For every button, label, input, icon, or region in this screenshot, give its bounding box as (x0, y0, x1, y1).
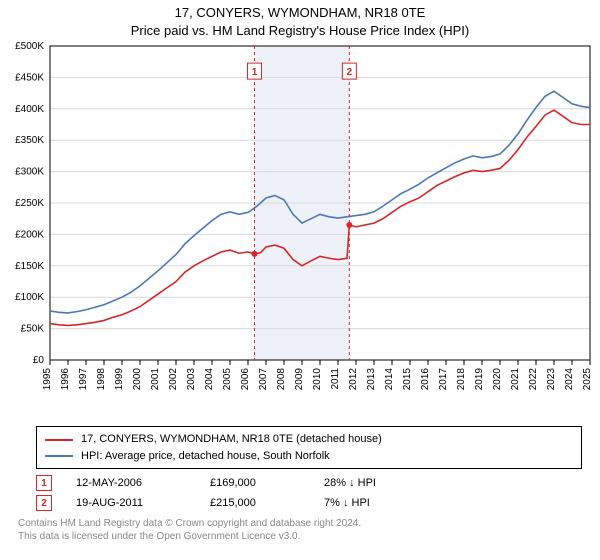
transaction-row: 1 12-MAY-2006 £169,000 28% ↓ HPI (36, 473, 582, 493)
title-block: 17, CONYERS, WYMONDHAM, NR18 0TE Price p… (0, 0, 600, 40)
svg-text:2003: 2003 (186, 368, 197, 391)
svg-text:2004: 2004 (204, 368, 215, 391)
legend-label: HPI: Average price, detached house, Sout… (81, 448, 330, 465)
chart: £0 £50K £100K £150K £200K £250K £300K £350K £400… (0, 40, 600, 420)
svg-text:2002: 2002 (168, 368, 179, 391)
transaction-date: 19-AUG-2011 (76, 497, 186, 509)
svg-text:2005: 2005 (222, 368, 233, 391)
transaction-price: £169,000 (210, 477, 300, 489)
svg-text:£50K: £50K (21, 324, 45, 335)
svg-text:2021: 2021 (510, 368, 521, 391)
svg-text:£0: £0 (33, 355, 45, 366)
svg-text:2014: 2014 (384, 368, 395, 391)
title-line-1: 17, CONYERS, WYMONDHAM, NR18 0TE (0, 4, 600, 22)
svg-text:£150K: £150K (15, 261, 44, 272)
svg-text:2010: 2010 (312, 368, 323, 391)
svg-text:1997: 1997 (78, 368, 89, 391)
footer-line-2: This data is licensed under the Open Gov… (18, 530, 582, 543)
footer-line-1: Contains HM Land Registry data © Crown c… (18, 517, 582, 530)
svg-text:2007: 2007 (258, 368, 269, 391)
svg-text:1: 1 (252, 67, 258, 78)
svg-text:1998: 1998 (96, 368, 107, 391)
svg-text:1996: 1996 (60, 368, 71, 391)
svg-text:£300K: £300K (15, 167, 44, 178)
legend-swatch (45, 439, 73, 441)
legend-row: HPI: Average price, detached house, Sout… (45, 448, 573, 465)
svg-text:1999: 1999 (114, 368, 125, 391)
svg-text:£100K: £100K (15, 293, 44, 304)
transaction-price: £215,000 (210, 497, 300, 509)
svg-text:£450K: £450K (15, 73, 44, 84)
svg-text:2012: 2012 (348, 368, 359, 391)
svg-text:2001: 2001 (150, 368, 161, 391)
transactions-table: 1 12-MAY-2006 £169,000 28% ↓ HPI 2 19-AUG-201… (36, 473, 582, 513)
svg-text:2009: 2009 (294, 368, 305, 391)
svg-text:2015: 2015 (402, 368, 413, 391)
svg-text:2018: 2018 (456, 368, 467, 391)
svg-text:2022: 2022 (528, 368, 539, 391)
legend: 17, CONYERS, WYMONDHAM, NR18 0TE (detach… (36, 426, 582, 469)
svg-text:2008: 2008 (276, 368, 287, 391)
svg-text:2006: 2006 (240, 368, 251, 391)
svg-text:£400K: £400K (15, 104, 44, 115)
transaction-marker: 1 (36, 475, 52, 491)
transaction-hpi-delta: 7% ↓ HPI (324, 497, 424, 509)
svg-text:£250K: £250K (15, 198, 44, 209)
svg-text:1995: 1995 (42, 368, 53, 391)
footer: Contains HM Land Registry data © Crown c… (18, 517, 582, 543)
svg-text:2017: 2017 (438, 368, 449, 391)
transaction-row: 2 19-AUG-2011 £215,000 7% ↓ HPI (36, 493, 582, 513)
transaction-date: 12-MAY-2006 (76, 477, 186, 489)
legend-label: 17, CONYERS, WYMONDHAM, NR18 0TE (detach… (81, 431, 382, 448)
svg-text:2019: 2019 (474, 368, 485, 391)
svg-text:2023: 2023 (546, 368, 557, 391)
svg-text:2013: 2013 (366, 368, 377, 391)
svg-text:£200K: £200K (15, 230, 44, 241)
transaction-hpi-delta: 28% ↓ HPI (324, 477, 424, 489)
svg-text:£500K: £500K (15, 41, 44, 52)
svg-text:2: 2 (347, 67, 353, 78)
svg-text:2016: 2016 (420, 368, 431, 391)
svg-text:£350K: £350K (15, 136, 44, 147)
legend-row: 17, CONYERS, WYMONDHAM, NR18 0TE (detach… (45, 431, 573, 448)
legend-swatch (45, 455, 73, 457)
svg-text:2025: 2025 (582, 368, 593, 391)
svg-text:2024: 2024 (564, 368, 575, 391)
svg-text:2020: 2020 (492, 368, 503, 391)
title-line-2: Price paid vs. HM Land Registry's House … (0, 22, 600, 40)
svg-text:2000: 2000 (132, 368, 143, 391)
svg-text:2011: 2011 (330, 368, 341, 390)
transaction-marker: 2 (36, 495, 52, 511)
